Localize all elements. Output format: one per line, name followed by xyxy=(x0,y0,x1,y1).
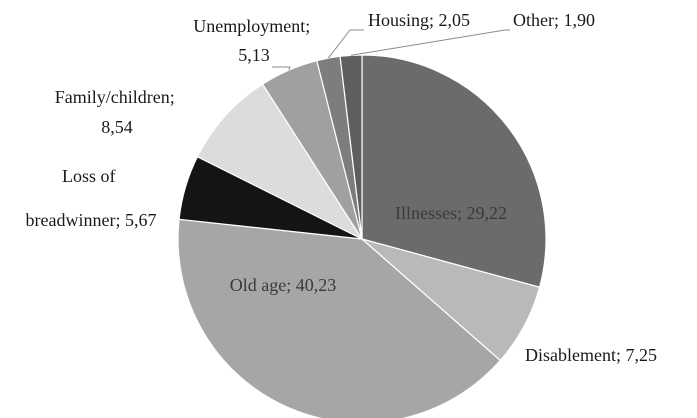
data-label-housing: Housing; 2,05 xyxy=(368,10,470,30)
data-label-illnesses: Illnesses; 29,22 xyxy=(395,203,507,223)
data-label-unemployment-line2: 5,13 xyxy=(238,45,270,65)
data-label-old-age: Old age; 40,23 xyxy=(230,275,336,295)
data-label-family-children-line1: Family/children; xyxy=(55,87,175,107)
leader-line-other xyxy=(350,29,510,56)
data-label-loss-of-breadwinner: Loss of breadwinner; 5,67 xyxy=(26,166,157,230)
leader-line-housing xyxy=(328,29,364,59)
label-leader-lines xyxy=(272,29,510,71)
data-label-disablement: Disablement; 7,25 xyxy=(525,345,657,365)
pie-slice-illnesses xyxy=(361,54,547,288)
pie-slice-old-age xyxy=(177,218,502,418)
data-label-family-children: Family/children; 8,54 xyxy=(55,87,179,137)
data-label-family-children-line2: 8,54 xyxy=(101,117,133,137)
data-label-unemployment: Unemployment; 5,13 xyxy=(193,16,314,65)
leader-line-unemployment xyxy=(272,66,291,71)
data-label-unemployment-line1: Unemployment; xyxy=(193,16,310,36)
pie-slice-family-children xyxy=(196,83,364,241)
data-label-loss-of-breadwinner-line1: Loss of xyxy=(62,166,116,186)
data-label-loss-of-breadwinner-line2: breadwinner; 5,67 xyxy=(26,210,157,230)
data-label-other: Other; 1,90 xyxy=(513,10,595,30)
pie-slices xyxy=(177,54,547,418)
